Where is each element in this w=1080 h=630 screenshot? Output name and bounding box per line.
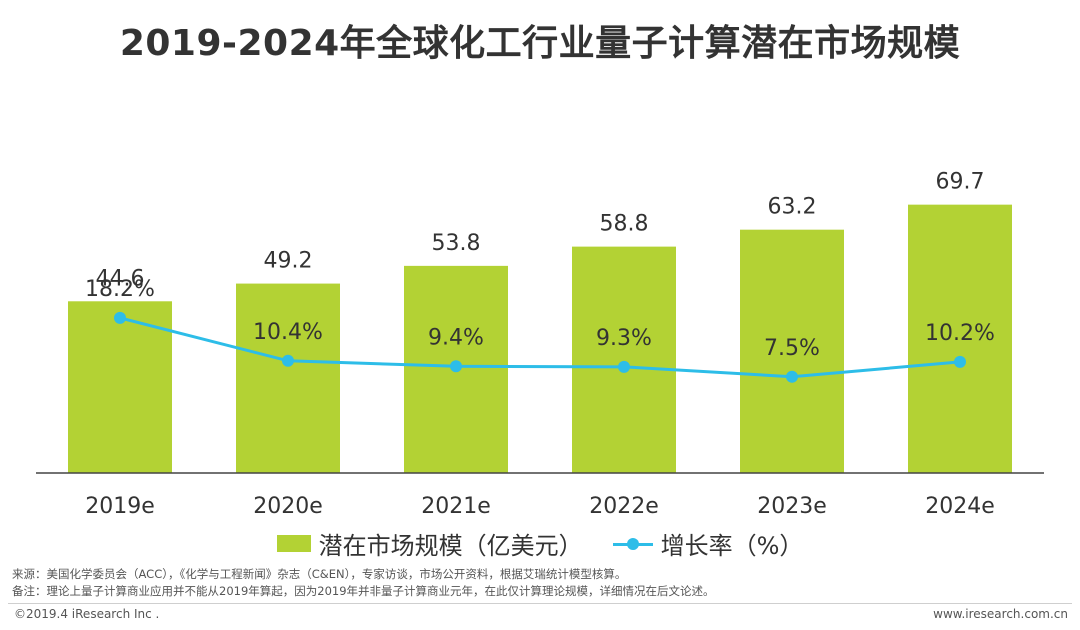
- legend: 潜在市场规模（亿美元） 增长率（%）: [0, 526, 1080, 561]
- bar-value-label: 58.8: [600, 212, 649, 237]
- chart-title: 2019-2024年全球化工行业量子计算潜在市场规模: [119, 23, 961, 64]
- copyright: ©2019.4 iResearch Inc .: [14, 607, 160, 621]
- growth-point-2022e: [618, 360, 630, 373]
- bar-2020e: [236, 283, 340, 473]
- growth-rate-label: 9.3%: [596, 326, 652, 351]
- legend-line-label: 增长率（%）: [660, 532, 804, 560]
- source-note: 来源：美国化学委员会（ACC），《化学与工程新闻》杂志（C&EN），专家访谈，市…: [12, 567, 627, 581]
- growth-rate-label: 18.2%: [85, 277, 155, 302]
- bar-value-label: 63.2: [768, 195, 817, 220]
- bar-value-label: 49.2: [264, 249, 313, 274]
- bar-2022e: [572, 246, 676, 473]
- bar-value-label: 69.7: [936, 170, 985, 195]
- legend-line-swatch: [612, 535, 653, 553]
- x-tick-label: 2023e: [757, 494, 827, 519]
- footer-divider: [8, 603, 1072, 604]
- bar-value-label: 44.6: [96, 266, 145, 291]
- website-link[interactable]: www.iresearch.com.cn: [933, 607, 1068, 621]
- x-tick-label: 2020e: [253, 494, 323, 519]
- legend-bar-label: 潜在市场规模（亿美元）: [318, 532, 583, 560]
- growth-rate-label: 10.2%: [925, 321, 995, 346]
- growth-rate-label: 9.4%: [428, 325, 484, 350]
- legend-bar-swatch: [276, 535, 311, 552]
- growth-rate-line: [119, 316, 961, 379]
- growth-point-2023e: [786, 370, 798, 383]
- growth-point-2020e: [282, 354, 294, 367]
- bar-2019e: [68, 301, 172, 473]
- legend-item-market-size: 潜在市场规模（亿美元）: [276, 526, 583, 561]
- growth-rate-label: 7.5%: [764, 336, 820, 361]
- chart-area: 44.6 49.2 53.8 58.8 63.2 69.7 2019e 2020e 2021e…: [36, 170, 1044, 519]
- bar-value-label: 53.8: [432, 231, 481, 256]
- x-tick-label: 2022e: [589, 494, 659, 519]
- growth-point-2021e: [450, 360, 462, 373]
- x-tick-label: 2024e: [925, 494, 995, 519]
- bar-2024e: [908, 204, 1012, 473]
- growth-point-2024e: [954, 355, 966, 368]
- growth-rate-label: 10.4%: [253, 320, 323, 345]
- bar-2023e: [740, 229, 844, 473]
- x-tick-label: 2021e: [421, 494, 491, 519]
- remark-note: 备注：理论上量子计算商业应用并不能从2019年算起，因为2019年并非量子计算商…: [12, 584, 715, 598]
- legend-item-growth-rate: 增长率（%）: [612, 526, 804, 561]
- growth-point-2019e: [114, 311, 126, 324]
- x-tick-label: 2019e: [85, 494, 155, 519]
